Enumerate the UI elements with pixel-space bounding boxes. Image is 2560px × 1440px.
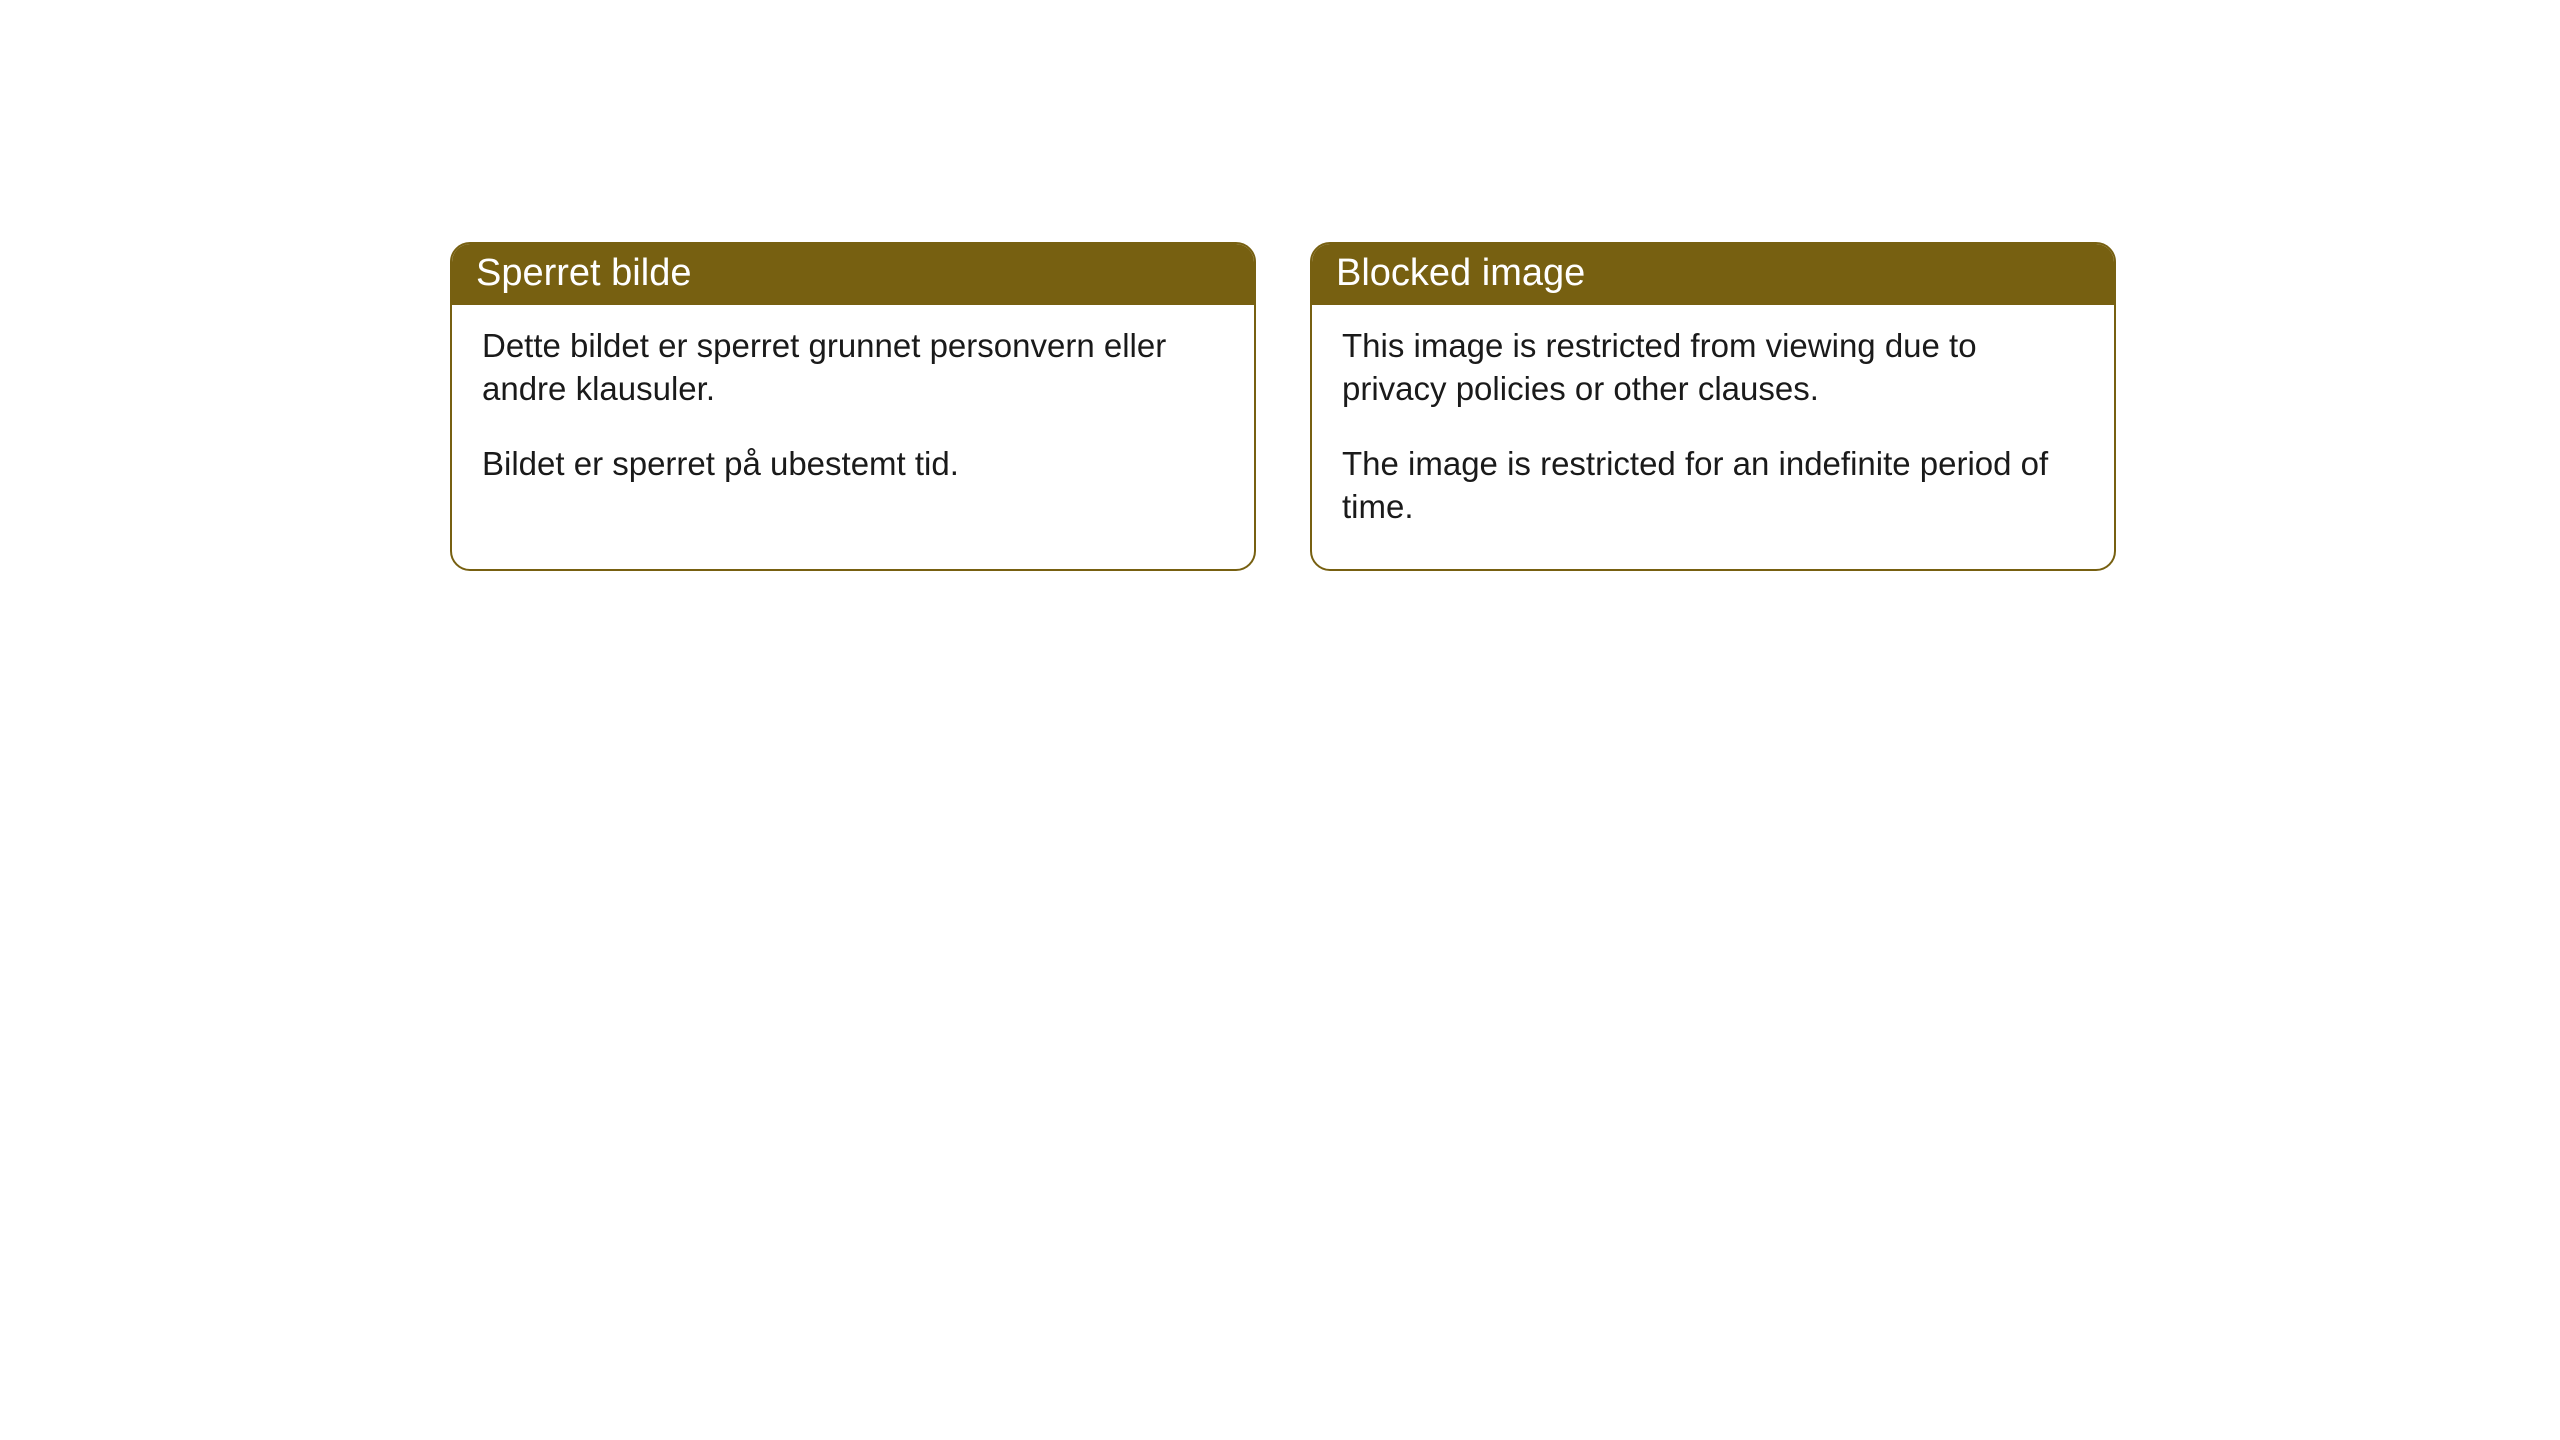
card-header: Sperret bilde: [452, 244, 1254, 305]
card-paragraph: The image is restricted for an indefinit…: [1342, 443, 2084, 529]
card-paragraph: Dette bildet er sperret grunnet personve…: [482, 325, 1224, 411]
card-paragraph: This image is restricted from viewing du…: [1342, 325, 2084, 411]
notice-card-english: Blocked image This image is restricted f…: [1310, 242, 2116, 571]
card-title: Sperret bilde: [476, 252, 691, 294]
card-paragraph: Bildet er sperret på ubestemt tid.: [482, 443, 1224, 486]
notice-cards-container: Sperret bilde Dette bildet er sperret gr…: [450, 242, 2116, 571]
card-body: Dette bildet er sperret grunnet personve…: [452, 305, 1254, 526]
card-header: Blocked image: [1312, 244, 2114, 305]
card-title: Blocked image: [1336, 252, 1585, 294]
card-body: This image is restricted from viewing du…: [1312, 305, 2114, 569]
notice-card-norwegian: Sperret bilde Dette bildet er sperret gr…: [450, 242, 1256, 571]
